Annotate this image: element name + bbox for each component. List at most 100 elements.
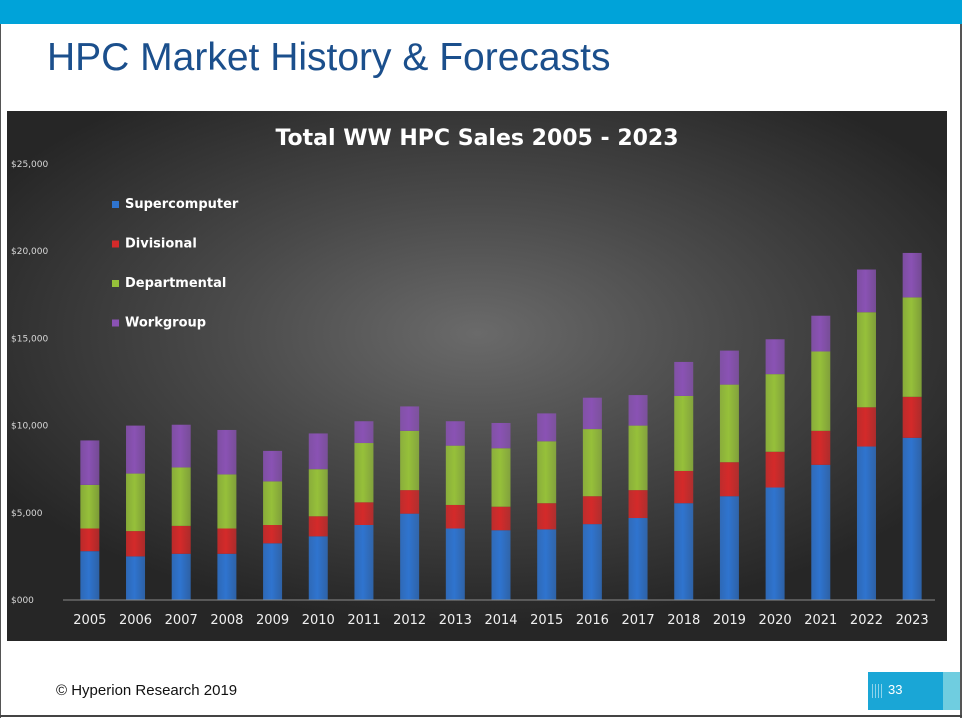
bar-divisional-2014: [491, 506, 511, 531]
page-number: 33: [888, 682, 903, 697]
x-tick-label: 2014: [484, 613, 517, 628]
bar-supercomputer-2006: [126, 556, 146, 600]
bar-supercomputer-2007: [171, 553, 191, 600]
x-tick-label: 2005: [73, 613, 106, 628]
bar-workgroup-2012: [400, 406, 420, 431]
y-tick-label: $10,000: [11, 422, 48, 432]
bar-workgroup-2007: [171, 424, 191, 468]
legend-swatch-divisional: [112, 240, 119, 248]
bar-departmental-2008: [217, 474, 237, 529]
bar-series: [80, 252, 922, 600]
bar-workgroup-2016: [582, 397, 602, 430]
bar-workgroup-2020: [765, 339, 785, 375]
bar-departmental-2021: [811, 351, 831, 431]
slide-title: HPC Market History & Forecasts: [47, 36, 611, 79]
y-axis: $000 $5,000 $10,000 $15,000 $20,000 $25,000: [11, 160, 48, 606]
x-tick-label: 2018: [667, 613, 700, 628]
bar-supercomputer-2013: [445, 528, 465, 600]
bar-divisional-2023: [902, 396, 922, 438]
bar-workgroup-2022: [856, 269, 876, 313]
bar-workgroup-2005: [80, 440, 100, 485]
x-tick-label: 2020: [759, 613, 792, 628]
bar-workgroup-2018: [674, 361, 694, 396]
bar-departmental-2022: [856, 312, 876, 408]
x-tick-label: 2006: [119, 613, 152, 628]
bar-workgroup-2011: [354, 421, 374, 444]
legend-label: Workgroup: [125, 316, 206, 331]
bar-workgroup-2021: [811, 315, 831, 352]
y-tick-label: $15,000: [11, 334, 48, 344]
bar-departmental-2006: [126, 473, 146, 532]
bar-supercomputer-2009: [263, 543, 283, 600]
bar-workgroup-2019: [719, 350, 739, 385]
bar-divisional-2009: [263, 525, 283, 544]
x-tick-label: 2016: [576, 613, 609, 628]
bar-supercomputer-2016: [582, 524, 602, 600]
bar-departmental-2014: [491, 448, 511, 507]
bar-divisional-2019: [719, 462, 739, 497]
bar-departmental-2007: [171, 467, 191, 526]
bar-workgroup-2023: [902, 252, 922, 298]
bar-departmental-2023: [902, 297, 922, 397]
right-border: [960, 24, 962, 718]
x-tick-label: 2017: [622, 613, 655, 628]
x-tick-label: 2007: [165, 613, 198, 628]
bar-divisional-2018: [674, 470, 694, 504]
bar-departmental-2010: [308, 469, 328, 517]
bar-workgroup-2013: [445, 421, 465, 446]
bar-supercomputer-2012: [400, 513, 420, 600]
page-badge-accent: [943, 672, 960, 710]
bar-workgroup-2006: [126, 425, 146, 474]
bar-supercomputer-2017: [628, 518, 648, 600]
bar-departmental-2012: [400, 430, 420, 491]
x-tick-label: 2015: [530, 613, 563, 628]
x-tick-label: 2022: [850, 613, 883, 628]
bottom-border: [0, 715, 962, 717]
bar-workgroup-2014: [491, 422, 511, 449]
x-tick-label: 2010: [302, 613, 335, 628]
legend-swatch-departmental: [112, 280, 119, 287]
bar-divisional-2012: [400, 490, 420, 514]
page-badge-mark: [872, 684, 882, 698]
bar-departmental-2016: [582, 429, 602, 497]
bar-workgroup-2009: [263, 450, 283, 482]
x-tick-label: 2013: [439, 613, 472, 628]
bar-supercomputer-2023: [902, 437, 922, 600]
y-tick-label: $5,000: [11, 509, 43, 519]
bar-supercomputer-2022: [856, 446, 876, 600]
chart-title: Total WW HPC Sales 2005 - 2023: [275, 126, 678, 151]
bar-divisional-2017: [628, 490, 648, 519]
top-accent-bar: [0, 0, 962, 24]
left-border: [0, 24, 1, 718]
bar-departmental-2005: [80, 484, 100, 529]
bar-workgroup-2017: [628, 395, 648, 426]
stacked-bar-chart: Total WW HPC Sales 2005 - 2023 $000 $5,00…: [11, 126, 935, 628]
x-tick-label: 2019: [713, 613, 746, 628]
bar-departmental-2019: [719, 384, 739, 463]
legend-label: Divisional: [125, 237, 197, 252]
legend-swatch-workgroup: [112, 319, 119, 327]
bar-workgroup-2010: [308, 433, 328, 470]
bar-departmental-2013: [445, 445, 465, 505]
bar-supercomputer-2015: [537, 529, 557, 600]
x-tick-label: 2008: [210, 613, 243, 628]
bar-departmental-2020: [765, 374, 785, 452]
x-tick-label: 2009: [256, 613, 289, 628]
bar-supercomputer-2011: [354, 525, 374, 600]
bar-departmental-2009: [263, 481, 283, 526]
bar-workgroup-2015: [537, 413, 557, 442]
x-tick-label: 2023: [896, 613, 929, 628]
bar-supercomputer-2018: [674, 503, 694, 600]
bar-divisional-2013: [445, 504, 465, 529]
bar-supercomputer-2014: [491, 530, 511, 600]
chart-panel: Total WW HPC Sales 2005 - 2023 $000 $5,00…: [7, 111, 947, 641]
y-tick-label: $000: [11, 596, 34, 606]
bar-workgroup-2008: [217, 429, 237, 475]
bar-divisional-2011: [354, 502, 374, 526]
bar-divisional-2016: [582, 496, 602, 525]
x-tick-label: 2012: [393, 613, 426, 628]
bar-divisional-2021: [811, 430, 831, 465]
legend-label: Departmental: [125, 276, 226, 291]
bar-divisional-2022: [856, 407, 876, 447]
x-axis: 2005 2006 2007 2008 2009 2010 2011 2012 2013 2014…: [63, 599, 935, 628]
